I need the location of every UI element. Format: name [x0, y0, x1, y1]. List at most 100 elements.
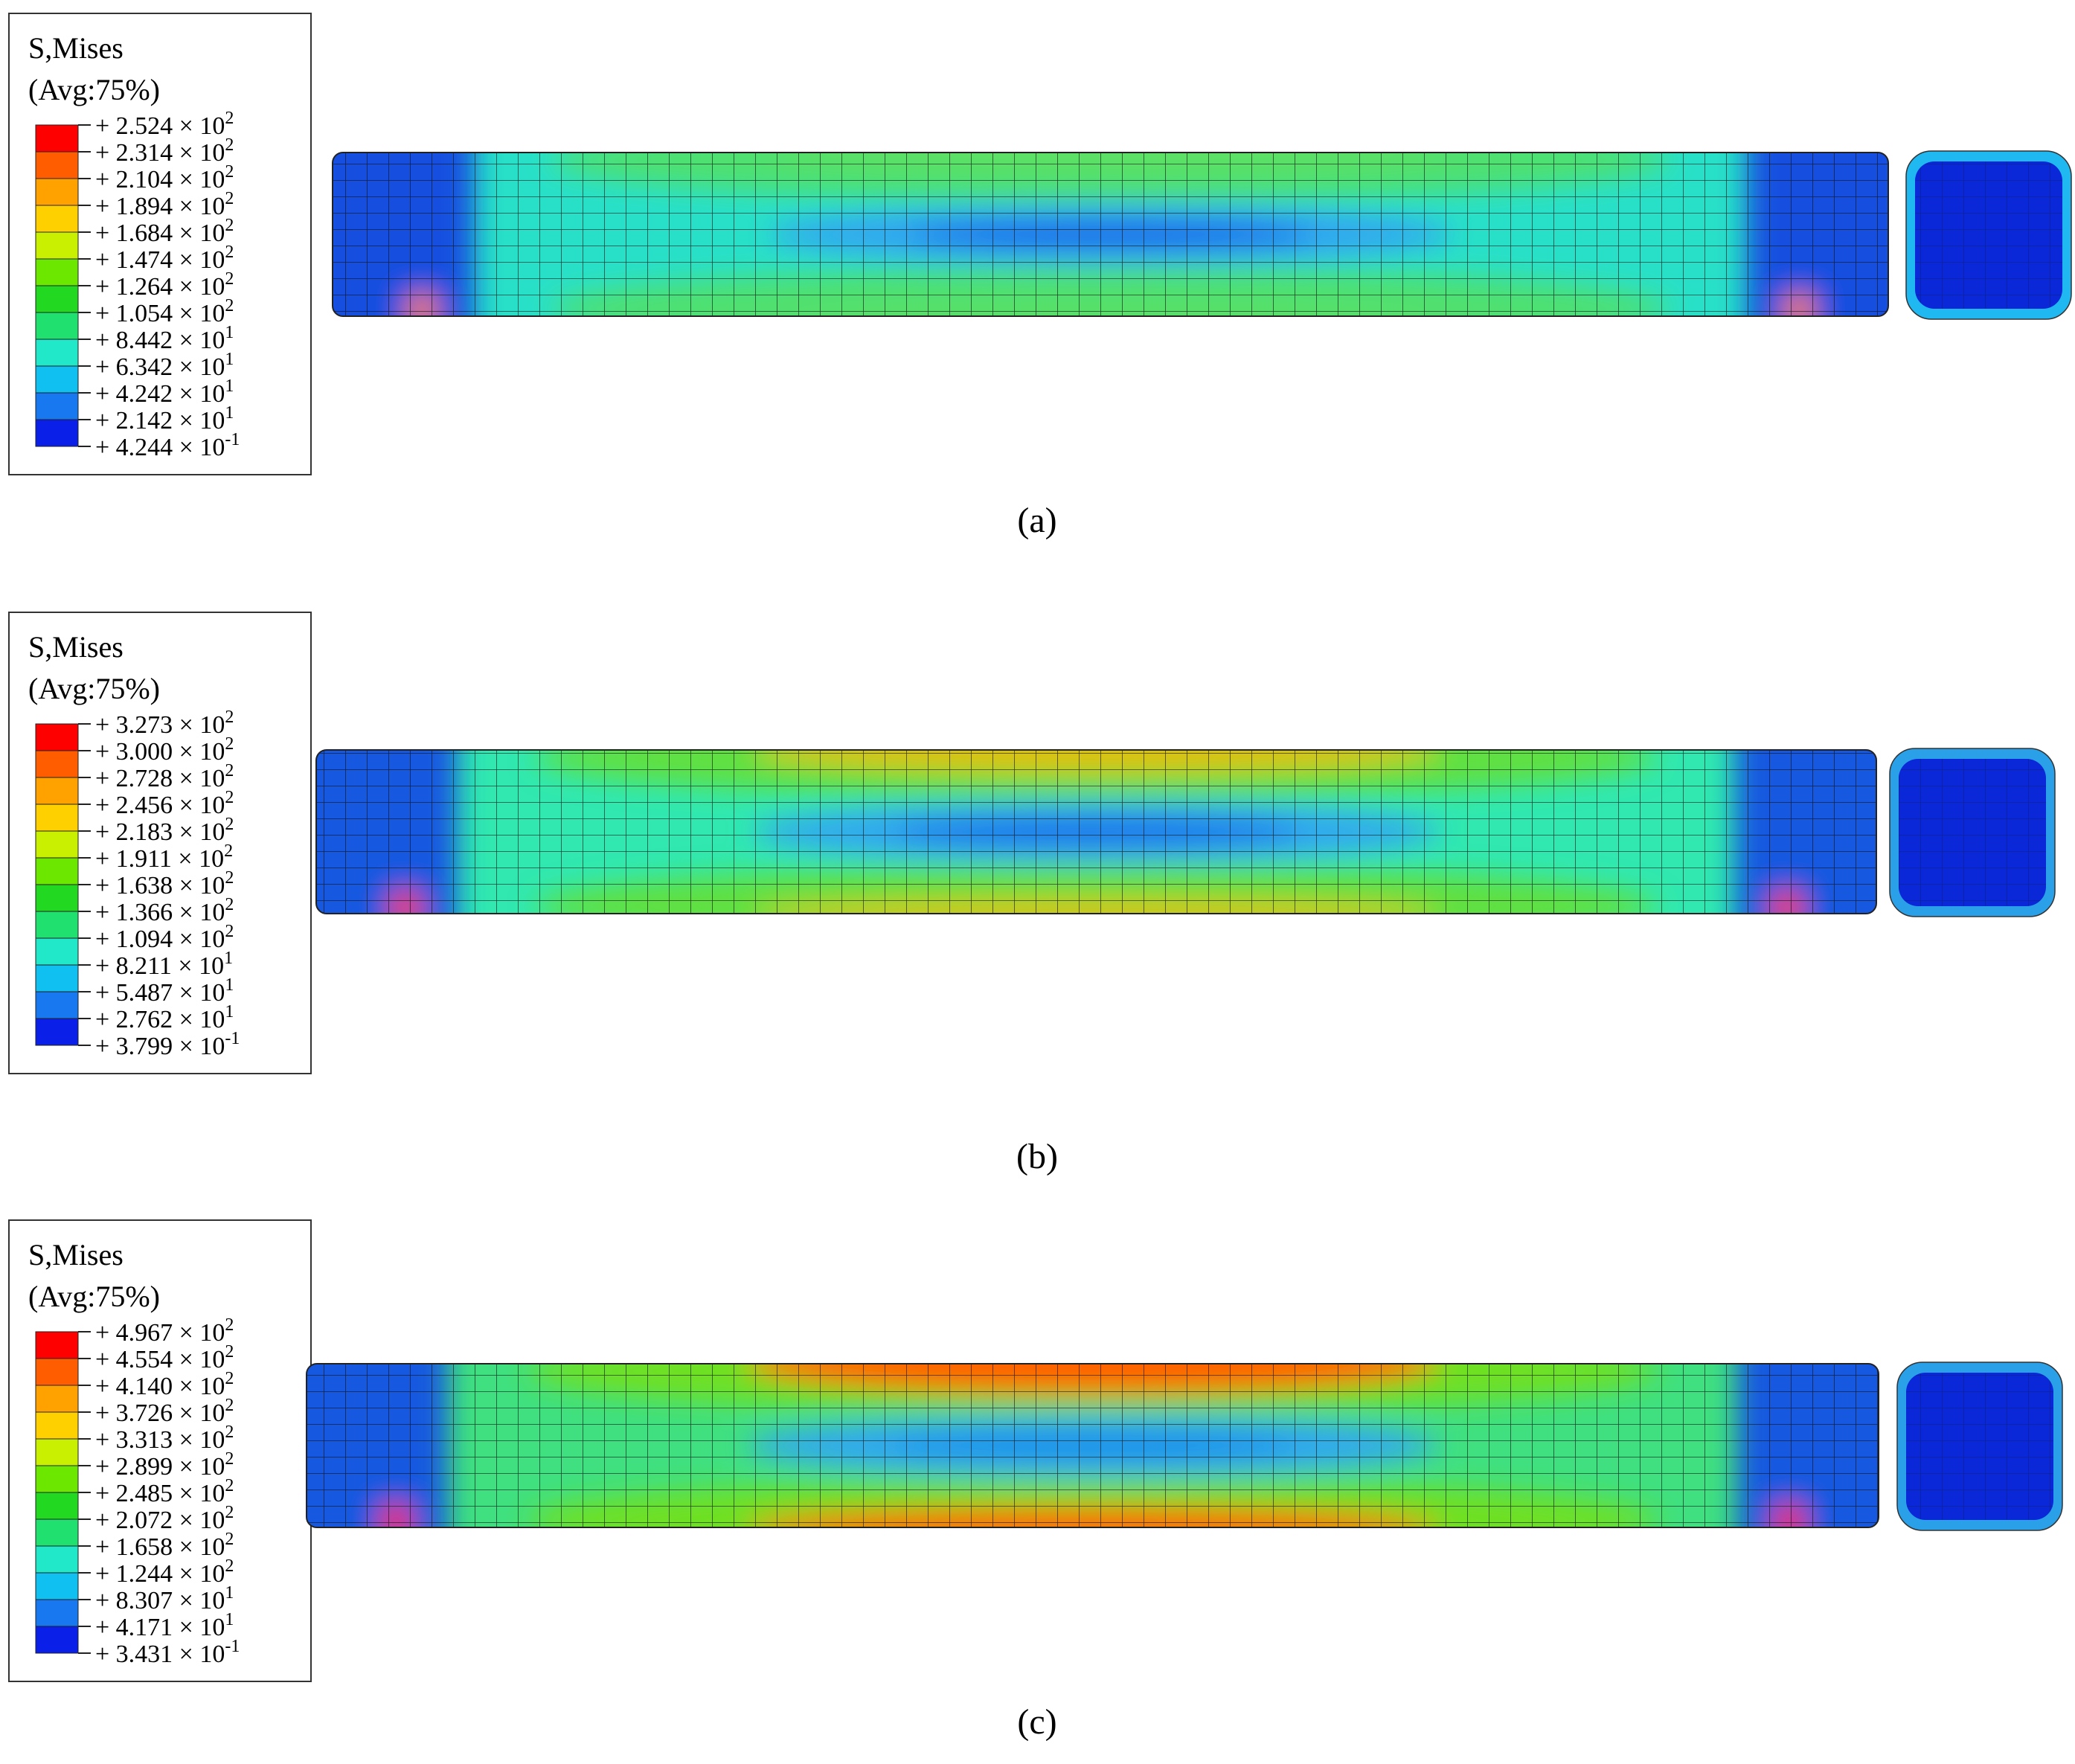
legend-swatch [35, 1411, 79, 1440]
legend-exponent: 2 [225, 162, 234, 182]
legend-mantissa: + 2.104 × 10 [95, 166, 225, 193]
legend-exponent: 2 [225, 734, 234, 754]
legend: S,Mises(Avg:75%)+ 3.273 × 102+ 3.000 × 1… [8, 612, 312, 1074]
legend-title: S,Mises [28, 1238, 124, 1271]
legend-label: + 1.244 × 102 [95, 1556, 234, 1588]
legend-label: + 2.072 × 102 [95, 1503, 234, 1534]
legend-exponent: 2 [225, 269, 234, 289]
legend-swatch [35, 1385, 79, 1413]
legend-exponent: 2 [225, 788, 234, 807]
caption: (b) [1016, 1137, 1058, 1176]
legend-exponent: 2 [225, 895, 234, 914]
legend-swatch [35, 419, 79, 447]
legend-label: + 4.244 × 10-1 [95, 430, 240, 461]
section-mesh [1915, 161, 2062, 309]
legend-label: + 1.094 × 102 [95, 922, 234, 953]
legend-exponent: -1 [225, 430, 240, 449]
panel: S,Mises(Avg:75%)+ 2.524 × 102+ 2.314 × 1… [8, 13, 2072, 540]
legend-exponent: 2 [225, 1530, 234, 1549]
legend-exponent: 2 [225, 868, 234, 888]
legend-swatch [35, 231, 79, 260]
legend-exponent: 2 [225, 216, 234, 235]
legend-exponent: 2 [225, 1369, 234, 1388]
legend-swatch [35, 750, 79, 778]
legend-mantissa: + 2.899 × 10 [95, 1453, 225, 1481]
legend-label: + 4.171 × 101 [95, 1610, 234, 1641]
panel: S,Mises(Avg:75%)+ 4.967 × 102+ 4.554 × 1… [8, 1219, 2063, 1742]
legend-exponent: 2 [225, 243, 234, 262]
legend-swatch [35, 1358, 79, 1386]
legend-label: + 2.762 × 101 [95, 1002, 234, 1033]
legend-label: + 4.140 × 102 [95, 1369, 234, 1400]
legend-subtitle: (Avg:75%) [28, 672, 160, 705]
legend-mantissa: + 2.485 × 10 [95, 1480, 225, 1507]
legend-mantissa: + 1.244 × 10 [95, 1560, 225, 1588]
legend-label: + 1.684 × 102 [95, 216, 234, 247]
legend-label: + 2.314 × 102 [95, 135, 234, 167]
legend-exponent: 2 [225, 1503, 234, 1522]
legend-mantissa: + 2.762 × 10 [95, 1006, 225, 1033]
legend-label: + 1.366 × 102 [95, 895, 234, 926]
legend-exponent: 2 [225, 1449, 234, 1469]
legend-mantissa: + 6.342 × 10 [95, 353, 225, 381]
beam-outline [332, 152, 1889, 317]
legend-exponent: 2 [225, 189, 234, 208]
legend-swatch [35, 258, 79, 286]
legend-exponent: 1 [225, 323, 234, 342]
legend-mantissa: + 2.142 × 10 [95, 407, 225, 434]
legend-title: S,Mises [28, 31, 124, 65]
legend-label: + 2.183 × 102 [95, 815, 234, 846]
legend-label: + 5.487 × 101 [95, 975, 234, 1007]
legend-label: + 1.474 × 102 [95, 243, 234, 274]
legend-exponent: 2 [225, 1476, 234, 1495]
legend-label: + 3.313 × 102 [95, 1423, 234, 1454]
legend-exponent: 2 [225, 109, 234, 128]
legend-mantissa: + 2.314 × 10 [95, 139, 225, 167]
legend-exponent: 1 [225, 1583, 234, 1603]
legend-mantissa: + 1.684 × 10 [95, 219, 225, 247]
legend-label: + 3.726 × 102 [95, 1396, 234, 1427]
legend-label: + 3.799 × 10-1 [95, 1029, 240, 1060]
legend-exponent: 2 [225, 1342, 234, 1362]
legend-mantissa: + 3.799 × 10 [95, 1033, 225, 1060]
legend-exponent: 1 [224, 949, 233, 968]
legend-exponent: 2 [225, 1396, 234, 1415]
legend-exponent: 2 [225, 1315, 234, 1335]
legend-mantissa: + 1.474 × 10 [95, 246, 225, 274]
legend-label: + 8.442 × 101 [95, 323, 234, 354]
legend-mantissa: + 8.211 × 10 [95, 952, 224, 980]
legend-label: + 4.967 × 102 [95, 1315, 234, 1347]
legend-mantissa: + 4.242 × 10 [95, 380, 225, 408]
legend-exponent: 1 [225, 1002, 234, 1021]
legend-label: + 2.456 × 102 [95, 788, 234, 819]
legend-swatch [35, 1465, 79, 1493]
legend-label: + 4.554 × 102 [95, 1342, 234, 1373]
legend-swatch [35, 723, 79, 751]
legend-swatch [35, 339, 79, 367]
beam-outline [306, 1363, 1879, 1528]
legend-mantissa: + 2.456 × 10 [95, 792, 225, 819]
legend-mantissa: + 3.431 × 10 [95, 1640, 225, 1668]
legend-exponent: -1 [225, 1637, 240, 1656]
legend-exponent: 2 [225, 296, 234, 315]
legend-mantissa: + 2.072 × 10 [95, 1507, 225, 1534]
legend-mantissa: + 3.313 × 10 [95, 1426, 225, 1454]
legend-exponent: 2 [225, 1423, 234, 1442]
legend-mantissa: + 4.244 × 10 [95, 434, 225, 461]
legend-label: + 8.211 × 101 [95, 949, 233, 980]
legend-swatch [35, 937, 79, 966]
legend-swatch [35, 1518, 79, 1547]
legend-label: + 1.638 × 102 [95, 868, 234, 899]
legend-swatch [35, 911, 79, 939]
legend-swatch [35, 392, 79, 420]
legend-label: + 2.104 × 102 [95, 162, 234, 193]
legend-exponent: 2 [225, 135, 234, 155]
legend: S,Mises(Avg:75%)+ 2.524 × 102+ 2.314 × 1… [8, 13, 312, 475]
legend-label: + 2.899 × 102 [95, 1449, 234, 1481]
legend-exponent: 2 [225, 815, 234, 834]
legend-swatch [35, 312, 79, 340]
legend-label: + 2.485 × 102 [95, 1476, 234, 1507]
legend-exponent: 2 [225, 922, 234, 941]
legend-label: + 3.000 × 102 [95, 734, 234, 766]
legend-label: + 1.894 × 102 [95, 189, 234, 220]
